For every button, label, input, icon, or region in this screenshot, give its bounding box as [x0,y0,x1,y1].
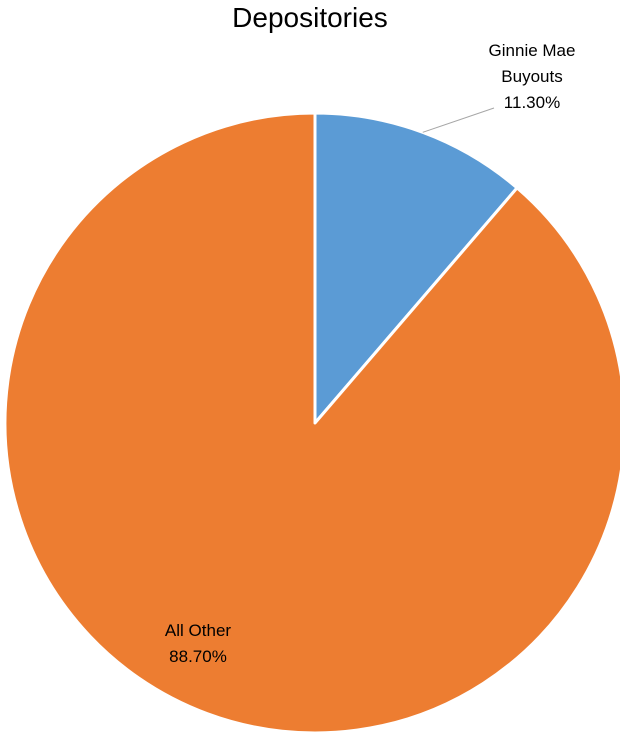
slice-label: All Other 88.70% [165,621,231,666]
slice-name-label: Ginnie Mae [489,41,576,60]
slice-label: Ginnie Mae Buyouts 11.30% [489,41,576,112]
slice-labels: Ginnie Mae Buyouts 11.30% All Other 88.70% [165,41,576,666]
slice-value-label: 88.70% [169,647,227,666]
pie-slices [3,111,620,733]
pie-slice-ginnie-mae-buyouts [313,111,519,425]
leader-line [422,107,495,133]
pie-slice-all-other [3,111,620,733]
slice-name-label: All Other [165,621,231,640]
leader-lines [422,107,495,133]
chart-title: Depositories [232,2,388,33]
slice-name-label: Buyouts [501,67,562,86]
slice-value-label: 11.30% [504,93,560,112]
